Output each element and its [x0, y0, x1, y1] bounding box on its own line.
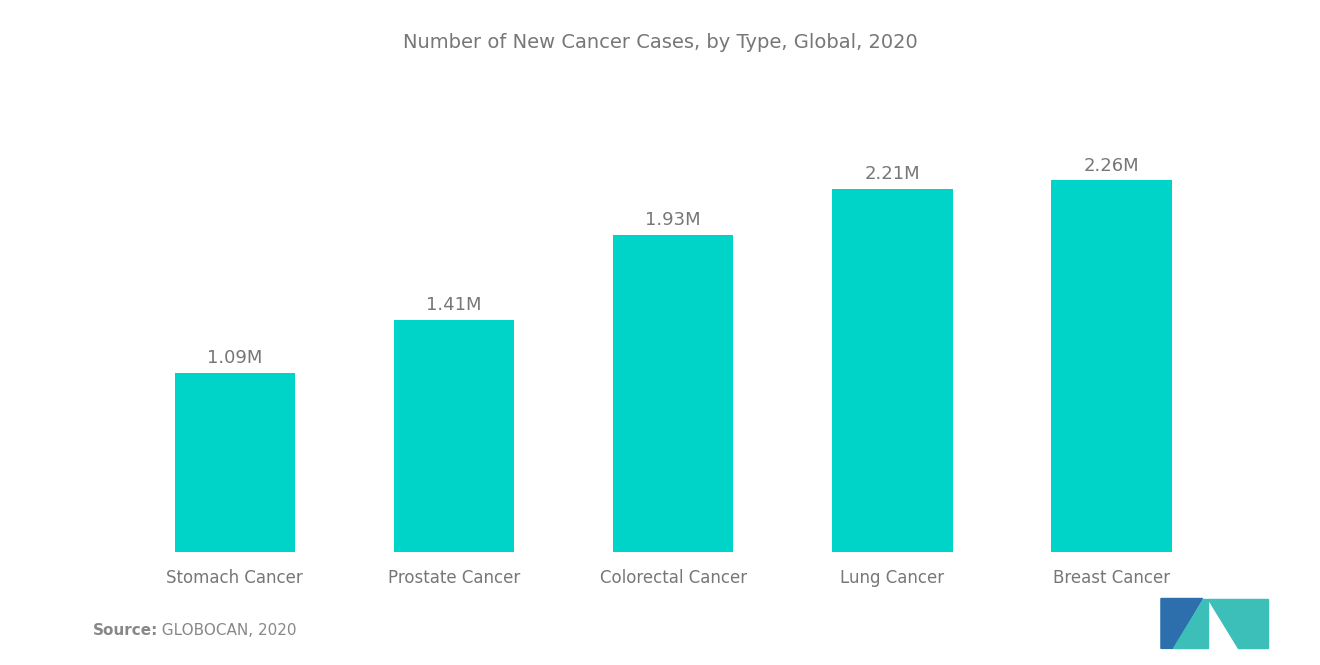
Polygon shape [1172, 598, 1209, 648]
Text: 1.93M: 1.93M [645, 211, 701, 229]
Text: Number of New Cancer Cases, by Type, Global, 2020: Number of New Cancer Cases, by Type, Glo… [403, 33, 917, 53]
Bar [1051, 180, 1172, 552]
Text: 2.26M: 2.26M [1084, 156, 1139, 175]
Bar [174, 372, 296, 552]
Text: Source:: Source: [92, 623, 158, 638]
Text: 1.09M: 1.09M [207, 349, 263, 367]
Text: 2.21M: 2.21M [865, 165, 920, 183]
Text: 1.41M: 1.41M [426, 297, 482, 315]
Bar [832, 189, 953, 552]
Text: GLOBOCAN, 2020: GLOBOCAN, 2020 [152, 623, 296, 638]
Bar [612, 235, 734, 552]
Polygon shape [1162, 598, 1203, 648]
Polygon shape [1209, 598, 1267, 648]
Bar [393, 320, 515, 552]
